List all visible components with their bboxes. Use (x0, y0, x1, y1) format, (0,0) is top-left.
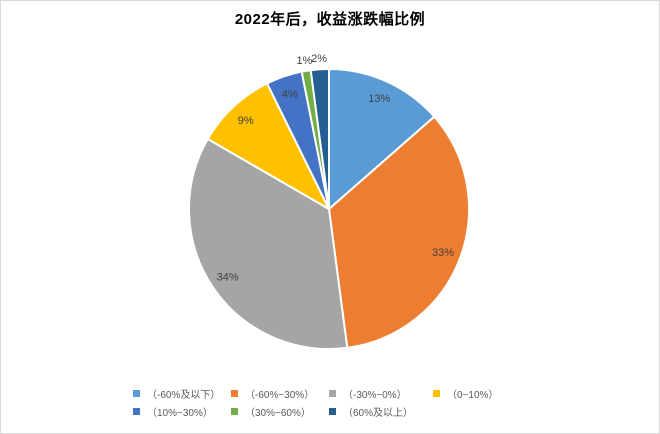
legend-label: （-60%~30%） (245, 390, 315, 401)
pie-slice-0 (328, 68, 436, 210)
pie-slice-2 (188, 138, 349, 350)
legend-label: （30%~60%） (245, 408, 311, 419)
legend-swatch-icon (231, 390, 238, 397)
legend-swatch-icon (133, 390, 140, 397)
legend-label: （10%~30%） (147, 408, 213, 419)
slice-label-4: 4% (282, 89, 298, 101)
slice-label-3: 9% (238, 115, 254, 127)
legend-label: （0~10%） (447, 390, 499, 401)
legend-swatch-icon (231, 408, 238, 415)
chart-legend: （-60%及以下） （-60%~30%） （-30%~0%） （0~10%） （10%~… (133, 386, 498, 419)
legend-item-3: （0~10%） (433, 386, 498, 401)
legend-swatch-icon (133, 408, 140, 415)
slice-label-6: 2% (311, 53, 327, 65)
legend-item-0: （-60%及以下） (133, 386, 231, 401)
legend-swatch-icon (329, 390, 336, 397)
legend-swatch-icon (433, 390, 440, 397)
legend-item-1: （-60%~30%） (231, 386, 329, 401)
legend-item-6: （60%及以上） (329, 404, 433, 419)
legend-item-4: （10%~30%） (133, 404, 231, 419)
slice-label-2: 34% (217, 272, 239, 284)
pie-chart: 13% 33% 34% 9% 4% 1%2% (188, 53, 470, 350)
legend-label: （-30%~0%） (343, 390, 407, 401)
slice-label-1: 33% (432, 247, 454, 259)
pie-slice-1 (328, 115, 470, 349)
legend-swatch-icon (329, 408, 336, 415)
legend-item-5: （30%~60%） (231, 404, 329, 419)
pie-slice-6 (309, 68, 330, 210)
pie-slice-3 (206, 82, 330, 210)
slice-label-5: 1% (296, 55, 312, 67)
legend-label: （60%及以上） (343, 408, 414, 419)
chart-title: 2022年后，收益涨跌幅比例 (234, 11, 426, 28)
legend-label: （-60%及以下） (147, 390, 221, 401)
slice-label-0: 13% (368, 93, 390, 105)
legend-item-2: （-30%~0%） (329, 386, 433, 401)
